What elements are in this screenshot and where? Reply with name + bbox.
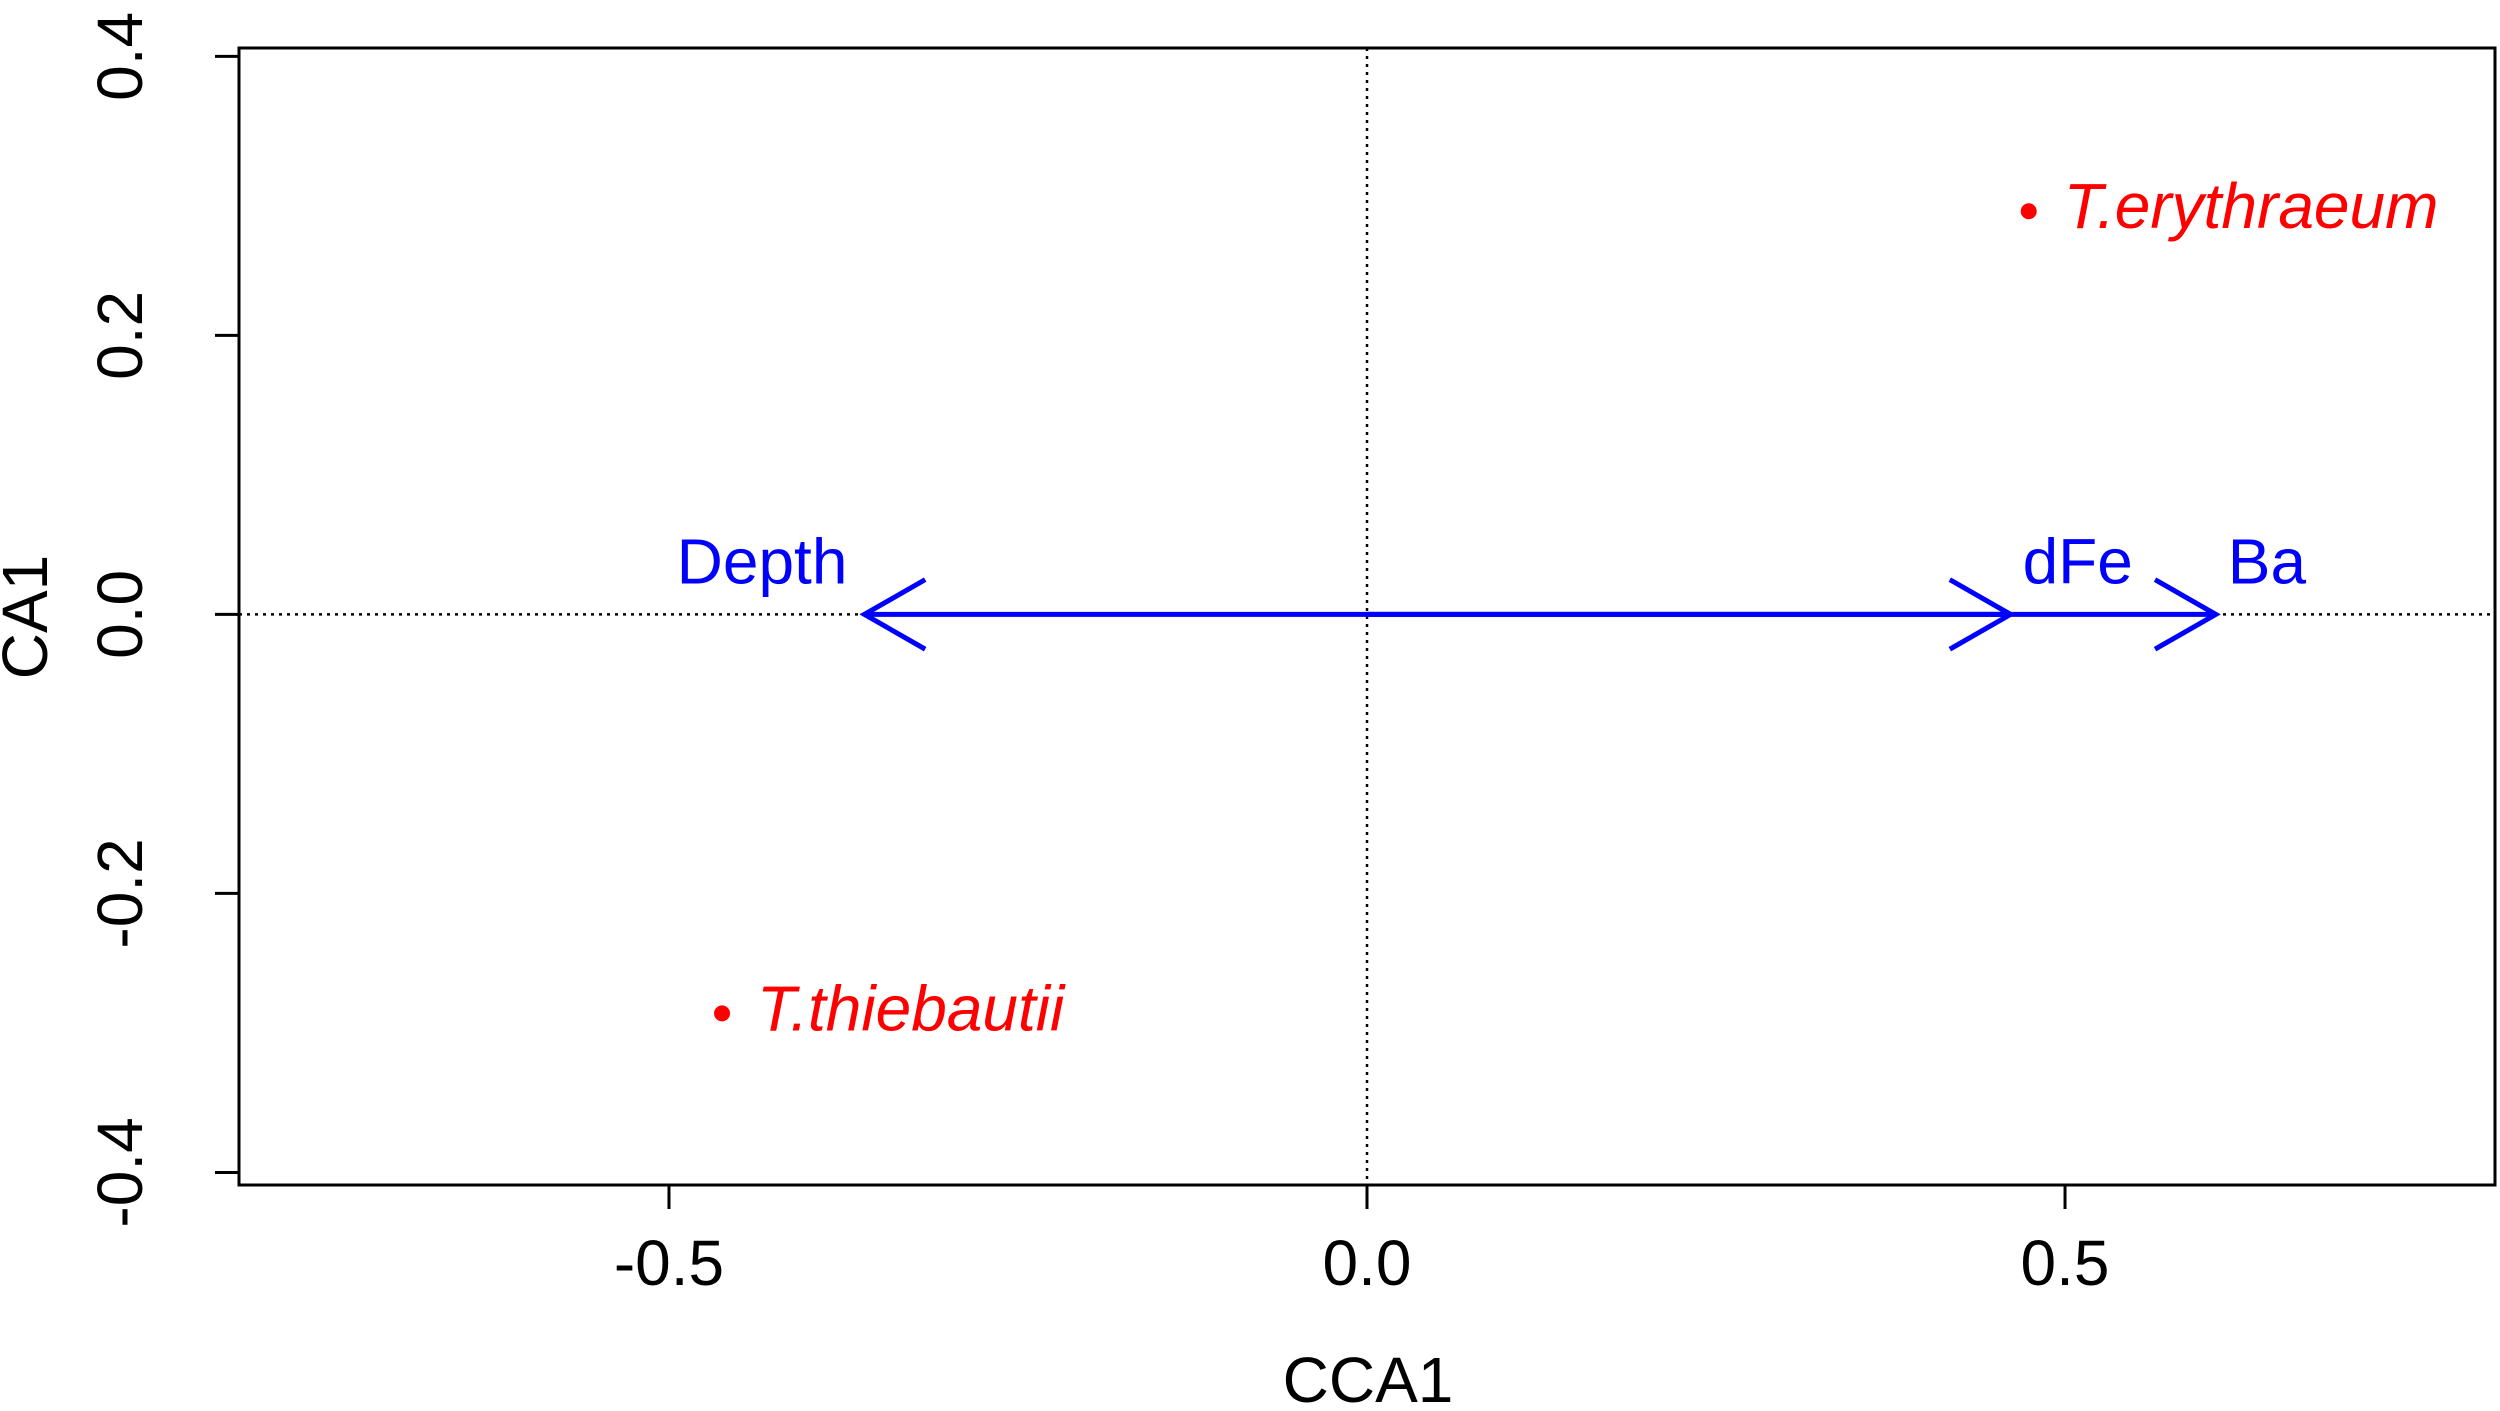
y-tick-label: -0.2 (84, 838, 156, 948)
x-tick-label: -0.5 (614, 1227, 724, 1299)
arrow-label: Ba (2228, 525, 2307, 597)
y-axis-label: CA1 (0, 555, 61, 680)
species-label: T.erythraeum (2064, 170, 2439, 242)
species-label: T.thiebautii (757, 972, 1066, 1044)
arrow-label: Depth (677, 525, 848, 597)
x-tick-label: 0.0 (1323, 1227, 1412, 1299)
species-point (2020, 203, 2037, 220)
y-tick-label: -0.4 (84, 1117, 156, 1227)
x-axis-label: CCA1 (1283, 1344, 1454, 1411)
x-tick-label: 0.5 (2021, 1227, 2110, 1299)
y-tick-label: 0.4 (84, 12, 156, 101)
y-tick-label: 0.0 (84, 570, 156, 659)
y-tick-label: 0.2 (84, 291, 156, 380)
species-point (714, 1005, 731, 1022)
arrow-head (2153, 577, 2221, 652)
arrow-label: dFe (2023, 525, 2133, 597)
arrow-head (859, 577, 927, 652)
